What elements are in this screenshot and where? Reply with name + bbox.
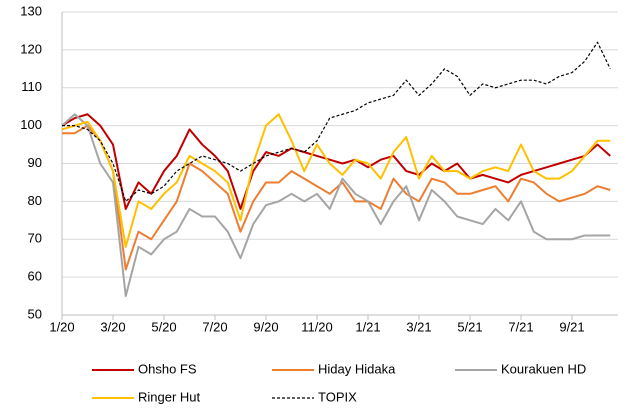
legend-label: Kourakuen HD <box>501 361 586 376</box>
x-tick-label: 7/20 <box>202 319 227 334</box>
x-tick-label: 1/21 <box>355 319 380 334</box>
x-tick-label: 11/20 <box>301 319 333 334</box>
y-tick-label: 80 <box>28 193 42 208</box>
series-line <box>61 113 611 248</box>
x-tick-label: 9/20 <box>253 319 278 334</box>
x-tick-label: 1/20 <box>49 319 74 334</box>
x-tick-label: 5/20 <box>151 319 176 334</box>
y-tick-label: 110 <box>21 79 42 94</box>
series-line <box>61 113 611 298</box>
y-tick-label: 100 <box>20 117 42 132</box>
y-tick-label: 50 <box>28 306 42 321</box>
y-tick-label: 90 <box>28 155 42 170</box>
y-tick-label: 70 <box>28 231 42 246</box>
y-tick-label: 130 <box>20 3 42 18</box>
legend-label: Ohsho FS <box>138 361 197 376</box>
x-tick-label: 7/21 <box>508 319 533 334</box>
x-tick-label: 3/20 <box>100 319 125 334</box>
legend-label: TOPIX <box>318 389 357 404</box>
series-line <box>62 124 611 271</box>
series-line <box>61 113 611 210</box>
series-line <box>62 41 611 202</box>
x-tick-label: 3/21 <box>406 319 431 334</box>
x-tick-label: 9/21 <box>559 319 584 334</box>
x-tick-label: 5/21 <box>457 319 482 334</box>
legend-label: Ringer Hut <box>138 389 201 404</box>
y-tick-label: 60 <box>28 269 42 284</box>
legend-label: Hiday Hidaka <box>318 361 396 376</box>
y-tick-label: 120 <box>20 41 42 56</box>
